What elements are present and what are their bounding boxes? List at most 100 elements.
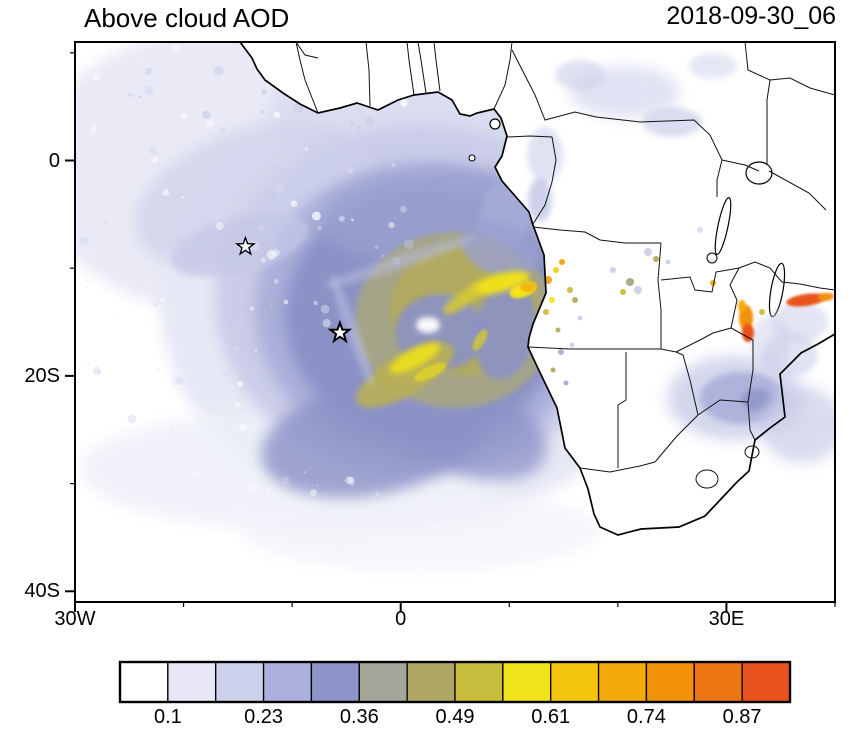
border-line [532, 226, 661, 244]
colorbar-cell [597, 661, 648, 703]
aod-speck [197, 451, 203, 457]
aod-speck [351, 559, 356, 564]
aod-speck [267, 182, 275, 189]
aod-speck [247, 485, 254, 492]
aod-speck [180, 279, 185, 284]
aod-shade [555, 60, 605, 90]
aod-speck [127, 414, 137, 424]
border-line [675, 351, 699, 416]
border-line [738, 261, 783, 283]
aod-speck [222, 504, 227, 509]
colorbar-tick-label: 0.74 [626, 706, 666, 728]
aod-speck [665, 259, 671, 265]
lake-tanganyika [714, 197, 732, 255]
border-line [781, 281, 835, 291]
aod-speck [84, 415, 92, 423]
aod-shade [416, 317, 440, 333]
aod-speck [553, 267, 559, 273]
aod-speck [171, 44, 181, 54]
border-line [660, 267, 740, 293]
aod-speck [205, 118, 214, 127]
aod-speck [157, 367, 160, 371]
aod-shade [750, 316, 790, 368]
aod-speck [170, 428, 173, 431]
y-tick-label: 0 [48, 149, 60, 172]
colorbar [118, 660, 792, 704]
aod-speck [322, 51, 328, 57]
border-line [747, 401, 756, 441]
aod-speck [759, 309, 765, 315]
border-line [744, 42, 771, 101]
aod-speck [323, 64, 327, 68]
aod-speck [305, 147, 309, 151]
aod-speck [249, 219, 260, 230]
aod-speck [113, 163, 116, 166]
aod-speck [653, 256, 659, 262]
figure-title: Above cloud AOD [84, 3, 290, 33]
colorbar-cell [262, 661, 313, 703]
aod-speck [316, 484, 319, 487]
colorbar-tick-label: 0.23 [244, 706, 284, 728]
aod-speck [273, 111, 281, 119]
aod-shade [738, 300, 746, 312]
aod-speck [175, 235, 182, 243]
colorbar-cell [406, 661, 456, 703]
border-line [417, 42, 427, 94]
aod-speck [316, 225, 322, 231]
colorbar-cell [693, 661, 743, 703]
aod-speck [313, 300, 318, 306]
colorbar-cell [119, 661, 169, 703]
aod-speck [273, 278, 279, 284]
y-tick-label: 40S [24, 580, 60, 603]
aod-speck [128, 92, 133, 98]
aod-speck [268, 53, 278, 63]
aod-speck [162, 189, 170, 196]
aod-speck [260, 257, 267, 264]
aod-speck [365, 116, 376, 127]
aod-speck [144, 85, 155, 96]
aod-speck [118, 158, 121, 161]
aod-shade [520, 282, 536, 292]
aod-shade [760, 387, 835, 463]
aod-speck [321, 57, 329, 65]
islands [468, 118, 501, 162]
colorbar-frame [118, 660, 792, 704]
colorbar-cell [310, 661, 360, 703]
aod-speck [290, 200, 298, 207]
axis-ticks [65, 52, 836, 612]
lake-mweru [706, 252, 718, 264]
aod-speck [370, 57, 379, 67]
aod-speck [221, 340, 224, 343]
island-sao-tome [468, 154, 476, 162]
aod-speck [270, 134, 278, 142]
border-line [657, 242, 662, 349]
aod-speck [295, 518, 299, 521]
border-line [595, 116, 723, 161]
aod-speck [577, 315, 583, 321]
aod-speck [193, 535, 198, 541]
border-line [527, 346, 677, 353]
aod-speck [96, 369, 102, 375]
aod-speck [173, 299, 181, 307]
aod-speck [152, 157, 158, 163]
aod-speck [251, 65, 256, 70]
aod-speck [230, 373, 238, 381]
aod-speck [400, 99, 408, 107]
aod-speck [374, 245, 379, 249]
aod-speck [260, 110, 264, 114]
aod-speck [234, 347, 238, 351]
aod-speck [234, 401, 242, 409]
aod-speck [338, 539, 345, 547]
border-lesotho [695, 469, 719, 489]
aod-speck [105, 403, 111, 410]
aod-speck [281, 476, 290, 485]
aod-speck [254, 349, 258, 353]
aod-speck [220, 530, 229, 538]
colorbar-cell [167, 661, 217, 703]
aod-speck [400, 205, 407, 213]
map-frame [74, 41, 836, 603]
aod-speck [191, 470, 199, 478]
aod-speck [249, 306, 255, 311]
border-line [493, 42, 513, 110]
